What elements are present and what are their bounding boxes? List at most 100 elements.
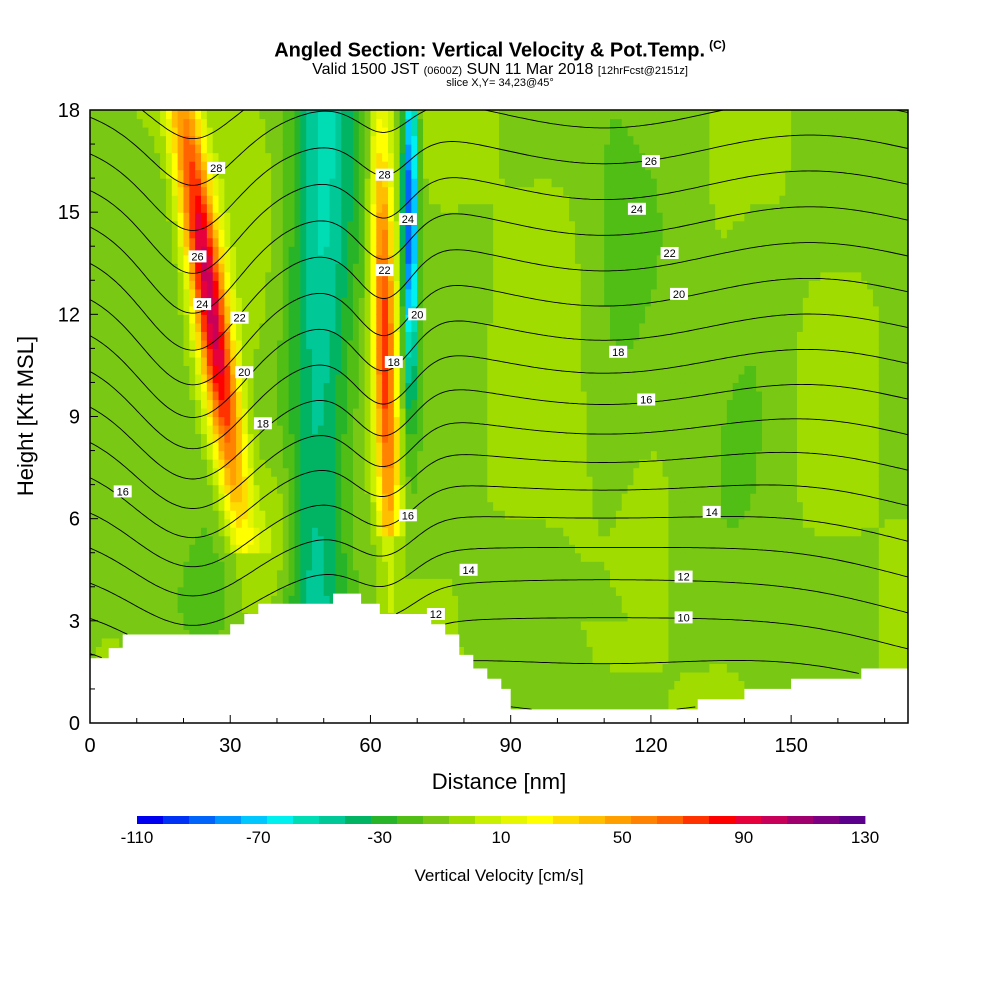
potential-temperature-contours bbox=[90, 110, 908, 710]
contour-label: 18 bbox=[253, 417, 272, 430]
contour-label: 18 bbox=[384, 356, 403, 369]
x-tick-label: 30 bbox=[219, 735, 241, 757]
colorbar-swatch bbox=[605, 816, 632, 824]
contour-label: 12 bbox=[674, 570, 693, 584]
theta-contour bbox=[90, 242, 908, 351]
colorbar-swatch bbox=[371, 816, 398, 824]
contour-label: 16 bbox=[637, 393, 656, 407]
theta-contour bbox=[90, 313, 908, 418]
colorbar-swatch bbox=[839, 816, 866, 824]
contour-label: 12 bbox=[426, 608, 445, 621]
theta-contour bbox=[90, 546, 908, 626]
contour-label: 26 bbox=[188, 250, 207, 263]
y-tick-label: 9 bbox=[69, 407, 80, 429]
colorbar-swatch bbox=[293, 816, 320, 824]
colorbar-swatch bbox=[813, 816, 840, 824]
theta-contour bbox=[90, 383, 908, 480]
colorbar-swatch bbox=[761, 816, 788, 824]
colorbar-swatch bbox=[241, 816, 268, 824]
contour-label: 22 bbox=[230, 311, 249, 325]
theta-contour bbox=[90, 277, 908, 386]
colorbar-swatch bbox=[553, 816, 580, 824]
y-tick-label: 12 bbox=[58, 304, 80, 326]
colorbar-swatch bbox=[709, 816, 736, 824]
terrain-mask bbox=[90, 593, 908, 723]
theta-contour bbox=[90, 134, 908, 232]
x-tick-label: 0 bbox=[84, 735, 95, 757]
colorbar-tick-label: -70 bbox=[246, 828, 271, 847]
colorbar-swatch bbox=[449, 816, 476, 824]
colorbar-tick-label: -30 bbox=[367, 828, 392, 847]
x-tick-label: 90 bbox=[500, 735, 522, 757]
x-axis-label: Distance [nm] bbox=[432, 769, 567, 794]
x-tick-label: 120 bbox=[634, 735, 667, 757]
colorbar-label: Vertical Velocity [cm/s] bbox=[414, 866, 583, 885]
colorbar: -110 -70 -30 10 50 90 130 bbox=[121, 816, 879, 847]
contour-label: 28 bbox=[207, 161, 226, 175]
contour-label: 10 bbox=[674, 611, 693, 624]
contour-label: 20 bbox=[408, 308, 427, 321]
chart-subtitle: Valid 1500 JST (0600Z) SUN 11 Mar 2018 [… bbox=[312, 61, 688, 78]
contour-label: 28 bbox=[375, 168, 394, 182]
contour-label: 24 bbox=[193, 298, 212, 311]
vertical-velocity-field bbox=[90, 110, 908, 723]
y-tick-label: 18 bbox=[58, 100, 80, 122]
y-tick-label: 3 bbox=[69, 611, 80, 633]
contour-label: 26 bbox=[641, 155, 660, 168]
theta-contour bbox=[141, 110, 245, 140]
contour-label: 14 bbox=[459, 563, 478, 577]
colorbar-tick-label: -110 bbox=[121, 828, 154, 847]
theta-contour bbox=[90, 170, 908, 274]
contour-label: 16 bbox=[398, 509, 417, 522]
colorbar-swatch bbox=[657, 816, 684, 824]
theta-contour bbox=[90, 110, 908, 186]
theta-contour bbox=[473, 660, 860, 674]
colorbar-tick-label: 90 bbox=[734, 828, 753, 847]
x-tick-label: 150 bbox=[774, 735, 807, 757]
colorbar-tick-label: 50 bbox=[613, 828, 632, 847]
theta-contour bbox=[90, 451, 908, 539]
contour-label: 16 bbox=[113, 485, 132, 498]
colorbar-swatch bbox=[475, 816, 502, 824]
colorbar-swatch bbox=[267, 816, 294, 824]
colorbar-swatch bbox=[319, 816, 346, 824]
contour-label: 14 bbox=[702, 505, 721, 519]
colorbar-tick-label: 130 bbox=[851, 828, 879, 847]
terrain bbox=[90, 593, 908, 723]
contour-label: 20 bbox=[670, 287, 688, 301]
slice-label: slice X,Y= 34,23@45° bbox=[446, 77, 554, 89]
colorbar-swatch bbox=[137, 816, 164, 824]
theta-contour bbox=[510, 706, 696, 710]
colorbar-swatch bbox=[787, 816, 814, 824]
colorbar-swatch bbox=[735, 816, 762, 824]
contour-label: 20 bbox=[235, 366, 254, 379]
colorbar-swatch bbox=[345, 816, 372, 824]
contour-label: 24 bbox=[398, 213, 417, 226]
axes: 0 30 60 90 120 150 0 3 6 9 12 15 18 bbox=[58, 100, 886, 757]
theta-contour bbox=[90, 484, 908, 568]
contour-labels: 28 26 24 22 20 18 16 28 24 22 20 18 16 12 14 26 24 22 20 18… bbox=[113, 155, 721, 624]
theta-contour bbox=[90, 418, 908, 509]
y-tick-label: 15 bbox=[58, 202, 80, 224]
colorbar-swatch bbox=[579, 816, 606, 824]
colorbar-swatch bbox=[501, 816, 528, 824]
colorbar-swatch bbox=[631, 816, 658, 824]
theta-contour bbox=[90, 348, 908, 450]
colorbar-swatch bbox=[683, 816, 710, 824]
colorbar-swatch bbox=[189, 816, 216, 824]
colorbar-swatch bbox=[215, 816, 242, 824]
colorbar-swatch bbox=[527, 816, 554, 824]
y-axis-label: Height [Kft MSL] bbox=[13, 336, 38, 496]
y-tick-label: 0 bbox=[69, 713, 80, 735]
contour-label: 22 bbox=[660, 247, 679, 260]
colorbar-tick-label: 10 bbox=[492, 828, 511, 847]
theta-contour bbox=[90, 516, 908, 597]
contour-label: 22 bbox=[375, 264, 394, 277]
x-tick-label: 60 bbox=[359, 735, 381, 757]
colorbar-swatch bbox=[397, 816, 424, 824]
colorbar-swatch bbox=[163, 816, 190, 824]
contour-label: 18 bbox=[609, 345, 628, 359]
colorbar-swatch bbox=[423, 816, 450, 824]
theta-contour bbox=[90, 206, 908, 314]
